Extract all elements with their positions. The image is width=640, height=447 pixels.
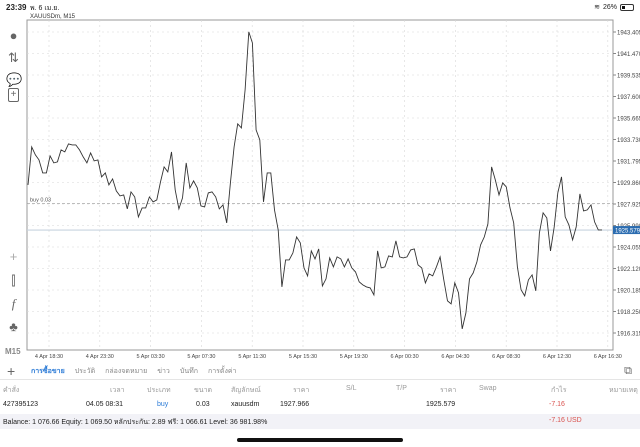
y-tick-label: 1931.795 <box>617 160 640 166</box>
order-type: buy <box>157 401 169 408</box>
x-tick-label: 6 Apr 16:30 <box>594 354 622 360</box>
y-tick-label: 1941.470 <box>617 52 640 58</box>
total-profit: -7.16 USD <box>549 417 582 424</box>
balance-summary: Balance: 1 076.66 Equity: 1 069.50 หลักป… <box>3 419 268 426</box>
col-profit: กำไร <box>551 387 567 394</box>
tab-journal[interactable]: บันทึก <box>179 367 198 375</box>
y-tick-label: 1924.055 <box>617 246 640 252</box>
current-price-label: 1925.579 <box>615 229 640 235</box>
account-icon[interactable]: ● <box>9 28 18 43</box>
col-open-price: ราคา <box>293 387 310 394</box>
price-series-line <box>27 31 602 330</box>
price-chart[interactable]: 1943.405 1941.470 1939.535 1937.600 1935.665… <box>0 0 640 362</box>
status-indicators: ≋ 26% <box>594 3 634 11</box>
col-time: เวลา <box>110 387 125 394</box>
tab-history[interactable]: ประวัติ <box>74 367 96 375</box>
col-order: คำสั่ง <box>3 387 20 394</box>
tab-trade[interactable]: การซื้อขาย <box>31 367 65 375</box>
home-indicator[interactable] <box>237 438 403 442</box>
order-profit: -7.16 <box>549 401 565 408</box>
x-tick-label: 5 Apr 07:30 <box>187 354 215 360</box>
objects-icon[interactable]: ♣ <box>9 319 18 334</box>
x-tick-label: 5 Apr 11:30 <box>238 354 266 360</box>
y-tick-label: 1927.925 <box>617 203 640 209</box>
trade-icon[interactable]: ⇅ <box>8 50 19 65</box>
status-date: พ. 6 เม.ย. <box>30 5 60 12</box>
x-tick-label: 5 Apr 03:30 <box>137 354 165 360</box>
x-tick-label: 4 Apr 18:30 <box>35 354 63 360</box>
x-tick-label: 6 Apr 04:30 <box>441 354 469 360</box>
order-id: 427395123 <box>3 401 39 408</box>
plot-frame <box>26 19 614 351</box>
x-tick-label: 5 Apr 19:30 <box>340 354 368 360</box>
col-size: ขนาด <box>194 387 213 394</box>
col-sl: S/L <box>346 385 357 392</box>
y-tick-label: 1922.120 <box>617 267 640 273</box>
status-time: 23:39 <box>6 3 27 12</box>
terminal-tabs: + การซื้อขาย ประวัติ กล่องจดหมาย ข่าว บั… <box>0 363 640 380</box>
y-tick-label: 1943.405 <box>617 31 640 37</box>
y-tick-label: 1918.250 <box>617 310 640 316</box>
x-tick-label: 6 Apr 08:30 <box>492 354 520 360</box>
x-tick-label: 6 Apr 00:30 <box>391 354 419 360</box>
tab-mailbox[interactable]: กล่องจดหมาย <box>105 367 148 375</box>
col-price: ราคา <box>440 387 457 394</box>
buy-level-label: buy 0.03 <box>30 198 51 204</box>
y-tick-label: 1916.315 <box>617 332 640 338</box>
left-toolbar: ● ⇅ 💬 + + ⫿ f ♣ M15 <box>0 20 27 365</box>
balance-row: Balance: 1 076.66 Equity: 1 069.50 หลักป… <box>0 414 640 429</box>
x-tick-label: 4 Apr 23:30 <box>86 354 114 360</box>
y-tick-label: 1935.665 <box>617 117 640 123</box>
col-swap: Swap <box>479 385 497 392</box>
x-tick-label: 5 Apr 15:30 <box>289 354 317 360</box>
x-tick-label: 6 Apr 12:30 <box>543 354 571 360</box>
table-row[interactable]: 427395123 04.05 08:31 buy 0.03 xauusdm 1… <box>0 397 640 413</box>
chart-type-icon[interactable]: ⫿ <box>11 273 16 288</box>
order-open-price: 1927.966 <box>280 401 310 408</box>
col-symbol: สัญลักษณ์ <box>231 387 261 394</box>
y-tick-label: 1937.600 <box>617 95 640 101</box>
add-icon[interactable]: + <box>7 363 16 379</box>
order-symbol: xauusdm <box>231 401 260 408</box>
tab-news[interactable]: ข่าว <box>157 367 170 375</box>
layout-icon[interactable]: ⧉ <box>624 365 632 377</box>
indicator-icon[interactable]: f <box>11 296 16 311</box>
tab-settings[interactable]: การตั้งค่า <box>207 367 237 375</box>
new-document-icon[interactable]: + <box>8 88 19 102</box>
y-tick-label: 1920.185 <box>617 289 640 295</box>
y-tick-label: 1933.730 <box>617 138 640 144</box>
col-tp: T/P <box>396 385 407 392</box>
crosshair-icon[interactable]: + <box>9 249 18 264</box>
timeframe-button[interactable]: M15 <box>5 347 21 356</box>
table-header: คำสั่ง เวลา ประเภท ขนาด สัญลักษณ์ ราคา S… <box>0 381 640 397</box>
order-size: 0.03 <box>196 401 210 408</box>
order-current-price: 1925.579 <box>426 401 456 408</box>
wifi-icon: ≋ <box>594 4 600 11</box>
battery-percent: 26% <box>602 3 617 11</box>
order-time: 04.05 08:31 <box>86 401 123 408</box>
chart-symbol-label: XAUUSDm, M15 <box>30 14 76 20</box>
chat-icon[interactable]: 💬 <box>6 72 23 87</box>
y-tick-label: 1939.535 <box>617 74 640 80</box>
col-type: ประเภท <box>147 387 171 394</box>
current-price-badge <box>613 226 640 235</box>
battery-icon <box>620 3 634 11</box>
y-tick-label: 1929.860 <box>617 181 640 187</box>
col-comment: หมายเหตุ <box>609 387 638 394</box>
